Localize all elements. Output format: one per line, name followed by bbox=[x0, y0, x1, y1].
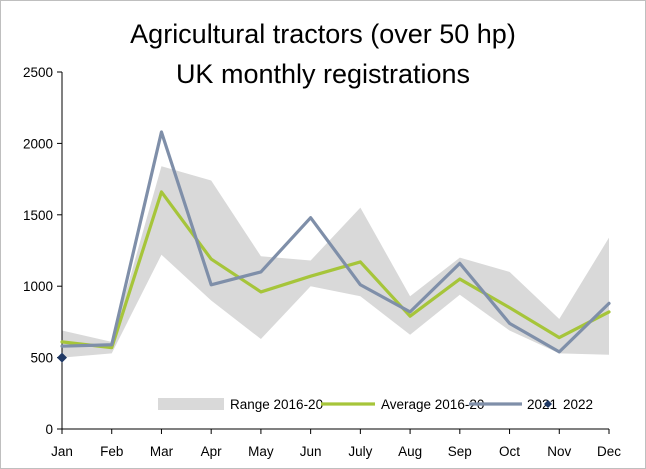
y-tick-label: 500 bbox=[30, 351, 53, 366]
x-tick-label: Aug bbox=[398, 444, 422, 459]
x-tick-label: Dec bbox=[597, 444, 621, 459]
x-tick-label: Mar bbox=[150, 444, 174, 459]
legend-label-average: Average 2016-20 bbox=[381, 397, 484, 412]
y-tick-label: 1000 bbox=[23, 279, 53, 294]
x-tick-label: May bbox=[248, 444, 274, 459]
y-tick-label: 1500 bbox=[23, 208, 53, 223]
x-tick-label: Oct bbox=[499, 444, 520, 459]
chart-subtitle: UK monthly registrations bbox=[176, 59, 470, 89]
range-area-layer bbox=[62, 166, 609, 358]
x-tick-label: Nov bbox=[547, 444, 571, 459]
legend-label-2022: 2022 bbox=[563, 397, 593, 412]
legend: Range 2016-20 Average 2016-20 2021 2022 bbox=[158, 397, 593, 412]
x-tick-label: July bbox=[348, 444, 372, 459]
legend-swatch-range bbox=[158, 398, 224, 410]
x-tick-label: Jun bbox=[300, 444, 322, 459]
y-tick-label: 2500 bbox=[23, 65, 53, 80]
y-tick-label: 2000 bbox=[23, 136, 53, 151]
x-tick-label: Apr bbox=[201, 444, 223, 459]
legend-label-2021: 2021 bbox=[527, 397, 557, 412]
series-layer bbox=[57, 130, 611, 363]
y-tick-label: 0 bbox=[45, 422, 53, 437]
x-tick-label: Sep bbox=[448, 444, 472, 459]
range-band bbox=[62, 166, 609, 358]
series-point-2022 bbox=[57, 352, 67, 363]
legend-label-range: Range 2016-20 bbox=[230, 397, 323, 412]
x-tick-label: Feb bbox=[100, 444, 123, 459]
x-tick-label: Jan bbox=[51, 444, 73, 459]
axes: 0 500 1000 1500 2000 2500 Jan Feb Mar Apr May Jun Ju… bbox=[23, 65, 621, 459]
legend-swatch-2022 bbox=[544, 400, 552, 408]
series-line-2021 bbox=[60, 130, 611, 354]
chart-title: Agricultural tractors (over 50 hp) bbox=[130, 19, 516, 49]
series-line-average-2016-20 bbox=[60, 190, 611, 350]
